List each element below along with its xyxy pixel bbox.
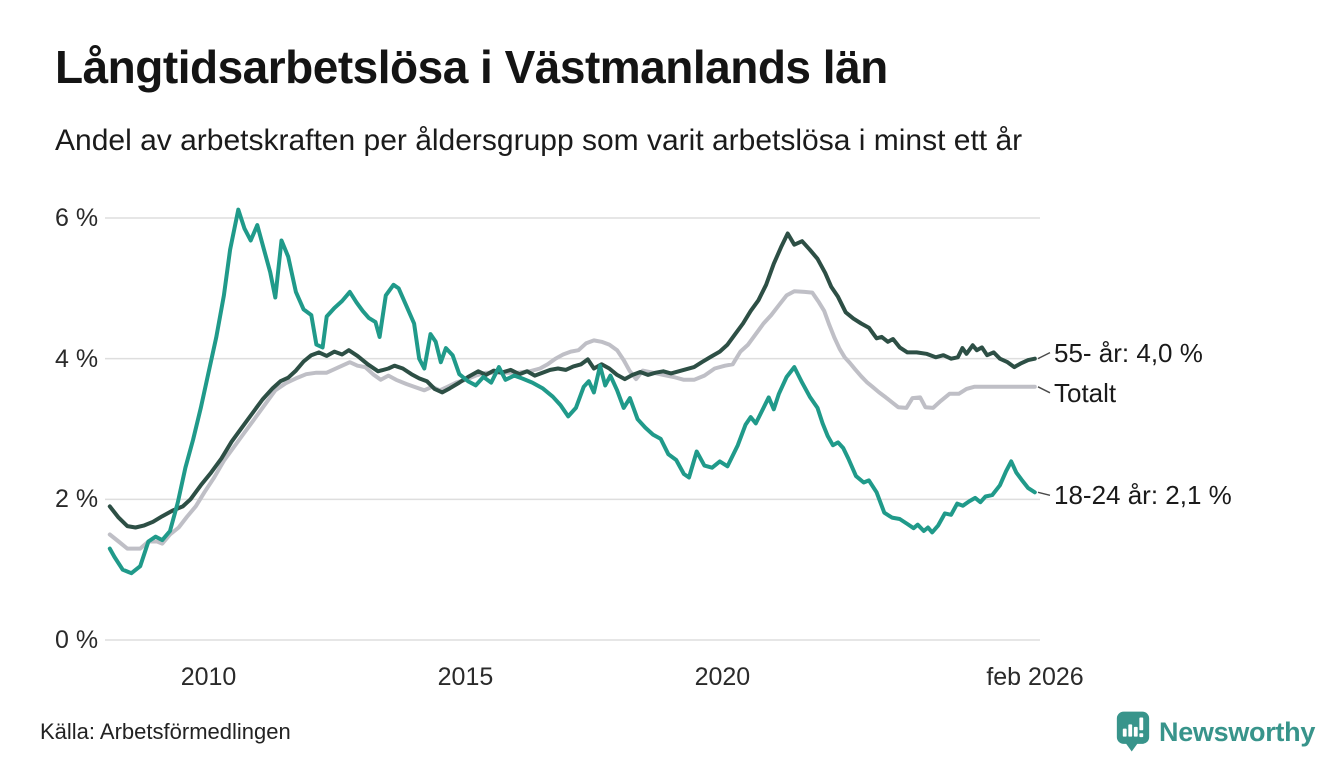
newsworthy-logo-icon [1116,711,1150,752]
x-tick-2010: 2010 [180,663,237,691]
page-title: Långtidsarbetslösa i Västmanlands län [55,41,888,93]
newsworthy-wordmark: Newsworthy [1159,716,1316,747]
page-subtitle: Andel av arbetskraften per åldersgrupp s… [55,124,1023,157]
series-end-label-18-24-r: 18-24 år: 2,1 % [1054,480,1232,511]
x-tick-2015: 2015 [437,663,494,691]
label-connector-0 [1037,386,1051,394]
label-connector-1 [1037,352,1051,360]
series-end-label-totalt: Totalt [1054,377,1117,408]
source-note: Källa: Arbetsförmedlingen [40,719,291,744]
series-line-totalt [107,289,1037,551]
y-tick-4: 4 % [55,344,99,373]
series-line-55-r [107,231,1037,530]
y-tick-2: 2 % [55,485,99,514]
series-end-label-55-r: 55- år: 4,0 % [1054,337,1203,368]
x-tick-2020: 2020 [694,663,751,691]
series-line-18-24-r [107,207,1037,576]
y-tick-6: 6 % [55,204,99,233]
label-connector-2 [1037,491,1051,496]
x-tick-feb-2026: feb 2026 [986,663,1084,691]
newsworthy-brand[interactable]: Newsworthy [1116,710,1315,754]
y-tick-0: 0 % [55,626,99,654]
